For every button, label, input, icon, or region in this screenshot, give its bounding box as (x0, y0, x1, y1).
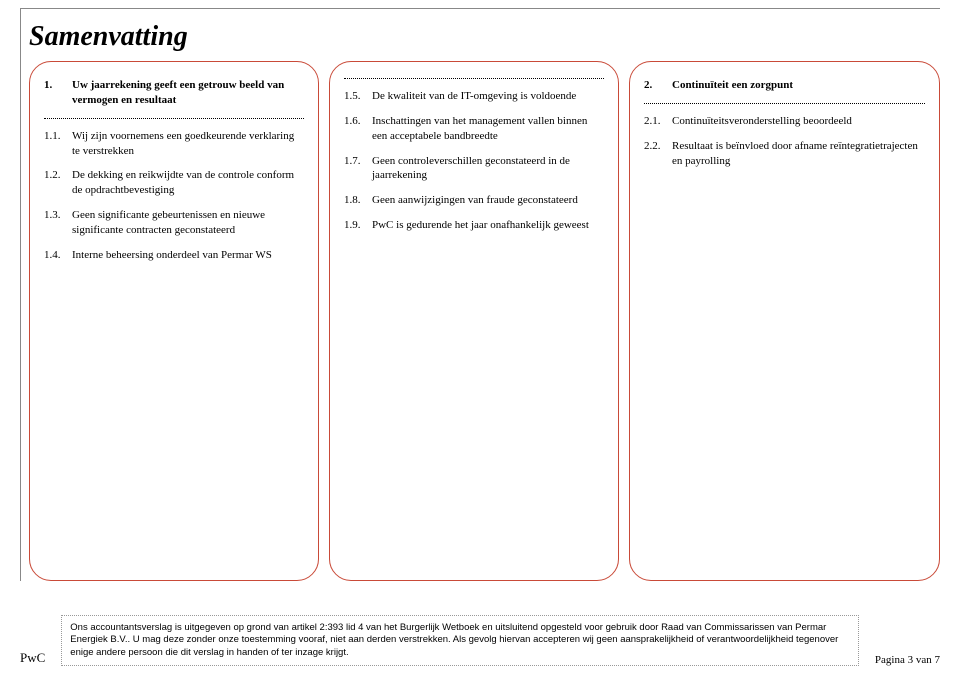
item-text: PwC is gedurende het jaar onafhankelijk … (372, 218, 604, 233)
list-item: 1.8. Geen aanwijzigingen van fraude geco… (344, 193, 604, 208)
item-number: 1.8. (344, 193, 372, 208)
item-number: 1.2. (44, 168, 72, 198)
list-item: 2.2. Resultaat is beïnvloed door afname … (644, 139, 925, 169)
page-title: Samenvatting (29, 21, 940, 53)
list-item: 1.9. PwC is gedurende het jaar onafhanke… (344, 218, 604, 233)
item-number: 2. (644, 78, 672, 93)
item-text: Continuïteitsveronderstelling beoordeeld (672, 114, 925, 129)
panel-3-header: 2. Continuïteit een zorgpunt (644, 78, 925, 93)
panel-1-header: 1. Uw jaarrekening geeft een getrouw bee… (44, 78, 304, 108)
item-number: 2.2. (644, 139, 672, 169)
page-frame: Samenvatting 1. Uw jaarrekening geeft ee… (20, 8, 940, 581)
list-item: 1.7. Geen controleverschillen geconstate… (344, 154, 604, 184)
item-text: Resultaat is beïnvloed door afname reïnt… (672, 139, 925, 169)
list-item: 2.1. Continuïteitsveronderstelling beoor… (644, 114, 925, 129)
list-item: 1.6. Inschattingen van het management va… (344, 114, 604, 144)
item-number: 1.3. (44, 208, 72, 238)
item-text: Interne beheersing onderdeel van Permar … (72, 248, 304, 263)
item-text: Geen controleverschillen geconstateerd i… (372, 154, 604, 184)
item-number: 2.1. (644, 114, 672, 129)
item-text: Uw jaarrekening geeft een getrouw beeld … (72, 78, 304, 108)
item-text: Wij zijn voornemens een goedkeurende ver… (72, 129, 304, 159)
divider (344, 78, 604, 79)
panels-row: 1. Uw jaarrekening geeft een getrouw bee… (29, 61, 940, 581)
divider (644, 103, 925, 104)
panel-2: 1.5. De kwaliteit van de IT-omgeving is … (329, 61, 619, 581)
item-number: 1.7. (344, 154, 372, 184)
list-item: 1.1. Wij zijn voornemens een goedkeurend… (44, 129, 304, 159)
item-number: 1.5. (344, 89, 372, 104)
list-item: 1.5. De kwaliteit van de IT-omgeving is … (344, 89, 604, 104)
footer: PwC Ons accountantsverslag is uitgegeven… (20, 615, 940, 666)
footer-logo: PwC (20, 650, 45, 666)
footer-page-number: Pagina 3 van 7 (875, 654, 940, 666)
panel-1: 1. Uw jaarrekening geeft een getrouw bee… (29, 61, 319, 581)
item-text: Inschattingen van het management vallen … (372, 114, 604, 144)
item-text: Continuïteit een zorgpunt (672, 78, 925, 93)
item-text: Geen aanwijzigingen van fraude geconstat… (372, 193, 604, 208)
list-item: 1.3. Geen significante gebeurtenissen en… (44, 208, 304, 238)
item-text: De kwaliteit van de IT-omgeving is voldo… (372, 89, 604, 104)
item-text: De dekking en reikwijdte van de controle… (72, 168, 304, 198)
footer-disclaimer: Ons accountantsverslag is uitgegeven op … (61, 615, 859, 666)
item-number: 1. (44, 78, 72, 108)
item-text: Geen significante gebeurtenissen en nieu… (72, 208, 304, 238)
item-number: 1.1. (44, 129, 72, 159)
list-item: 1.2. De dekking en reikwijdte van de con… (44, 168, 304, 198)
item-number: 1.4. (44, 248, 72, 263)
item-number: 1.6. (344, 114, 372, 144)
divider (44, 118, 304, 119)
panel-3: 2. Continuïteit een zorgpunt 2.1. Contin… (629, 61, 940, 581)
item-number: 1.9. (344, 218, 372, 233)
list-item: 1.4. Interne beheersing onderdeel van Pe… (44, 248, 304, 263)
